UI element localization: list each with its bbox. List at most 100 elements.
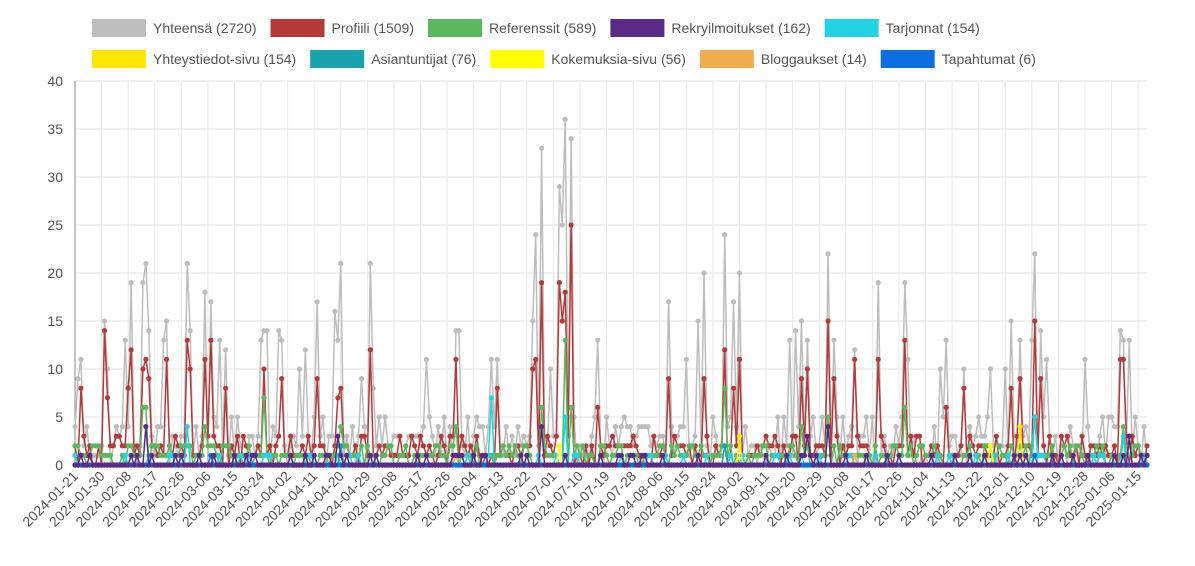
legend-item[interactable]: Profiili (1509) <box>270 19 414 37</box>
data-point <box>689 443 695 449</box>
data-point <box>208 299 214 305</box>
data-point <box>119 424 125 430</box>
data-point <box>760 462 766 468</box>
data-point <box>730 299 737 305</box>
data-point <box>798 424 805 430</box>
data-point <box>373 452 379 458</box>
data-point <box>131 462 137 468</box>
legend-item[interactable]: Referenssit (589) <box>428 19 596 37</box>
data-point <box>713 443 719 449</box>
data-point <box>831 337 837 343</box>
data-point <box>1082 462 1088 468</box>
data-point <box>441 443 447 449</box>
data-point <box>211 433 217 439</box>
data-point <box>651 433 657 439</box>
data-point <box>630 433 636 439</box>
data-point <box>134 443 140 449</box>
data-point <box>267 452 273 458</box>
data-point <box>320 443 326 449</box>
data-point <box>642 452 648 458</box>
data-point <box>559 318 565 324</box>
legend-item[interactable]: Yhteensä (2720) <box>92 19 257 37</box>
data-point <box>553 433 559 439</box>
data-point <box>539 145 545 151</box>
data-point <box>728 443 734 449</box>
data-point <box>1126 433 1132 439</box>
data-point <box>919 443 926 449</box>
data-point <box>961 366 967 372</box>
data-point <box>320 462 326 468</box>
data-point <box>742 424 748 430</box>
data-point <box>311 452 317 458</box>
legend-swatch <box>824 19 879 37</box>
y-tick-label: 0 <box>55 457 63 473</box>
legend-item[interactable]: Tapahtumat (6) <box>880 50 1036 68</box>
data-point <box>645 424 651 430</box>
data-point <box>225 443 232 449</box>
data-point <box>155 443 161 449</box>
data-point <box>559 222 565 228</box>
data-point <box>87 452 93 458</box>
data-point <box>163 318 170 324</box>
data-point <box>1008 385 1014 391</box>
data-point <box>1017 376 1023 382</box>
data-point <box>840 462 846 468</box>
data-point <box>338 260 344 266</box>
data-point <box>825 318 831 324</box>
data-point <box>125 462 131 468</box>
data-point <box>429 433 435 439</box>
y-tick-label: 5 <box>55 409 63 425</box>
data-point <box>302 347 308 353</box>
legend-item[interactable]: Bloggaukset (14) <box>699 50 867 68</box>
data-point <box>1100 443 1106 449</box>
data-point <box>908 443 914 449</box>
data-point <box>1052 433 1059 439</box>
data-point <box>187 328 193 334</box>
data-point <box>795 462 802 468</box>
legend-item[interactable]: Yhteystiedot-sivu (154) <box>92 50 296 68</box>
data-point <box>524 443 530 449</box>
data-point <box>973 433 979 439</box>
data-point <box>660 443 666 449</box>
data-point <box>878 433 884 439</box>
data-point <box>506 443 512 449</box>
data-point <box>1014 462 1020 468</box>
legend-item[interactable]: Rekryilmoitukset (162) <box>610 19 811 37</box>
data-point <box>598 452 604 458</box>
data-point <box>881 443 887 449</box>
data-point <box>834 433 840 439</box>
data-point <box>562 452 568 458</box>
data-point <box>453 356 459 362</box>
data-point <box>860 462 867 468</box>
data-point <box>471 452 477 458</box>
data-point <box>654 452 660 458</box>
data-point <box>875 280 881 286</box>
data-point <box>825 414 831 420</box>
data-point <box>234 433 241 439</box>
data-point <box>1038 376 1044 382</box>
data-point <box>382 414 388 420</box>
data-point <box>863 414 870 420</box>
data-point <box>208 337 214 343</box>
legend-item[interactable]: Asiantuntijat (76) <box>310 50 476 68</box>
data-point <box>240 462 246 468</box>
data-point <box>1061 443 1067 449</box>
data-point <box>984 414 991 420</box>
data-point <box>335 395 341 401</box>
data-point <box>358 443 365 449</box>
data-point <box>128 280 134 286</box>
legend-item[interactable]: Tarjonnat (154) <box>824 19 980 37</box>
data-point <box>364 443 370 449</box>
data-point <box>426 443 432 449</box>
data-point <box>1085 452 1091 458</box>
data-point <box>524 452 530 458</box>
data-point <box>1005 452 1011 458</box>
legend-item[interactable]: Kokemuksia-sivu (56) <box>490 50 686 68</box>
data-point <box>273 443 279 449</box>
series-line <box>75 339 1147 466</box>
data-point <box>1055 462 1061 468</box>
data-point <box>285 462 291 468</box>
data-point <box>996 443 1002 449</box>
data-point <box>668 443 675 449</box>
data-point <box>414 452 421 458</box>
